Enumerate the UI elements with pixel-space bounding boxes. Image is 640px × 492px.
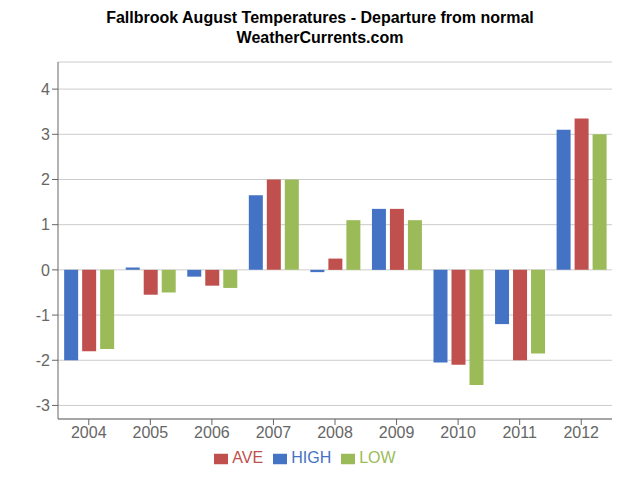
svg-text:-3: -3: [36, 397, 50, 414]
html-text:AVE: AVE: [232, 449, 264, 466]
svg-text:2011: 2011: [502, 424, 537, 441]
svg-text:2: 2: [41, 171, 50, 188]
svg-text:2009: 2009: [379, 424, 415, 441]
html-text:Fallbrook August Temperatures: Fallbrook August Temperatures - Departur…: [106, 9, 534, 26]
svg-text:2007: 2007: [256, 424, 292, 441]
svg-text:-1: -1: [36, 307, 50, 324]
html-text:HIGH: HIGH: [291, 449, 332, 466]
svg-text:2005: 2005: [133, 424, 169, 441]
svg-text:-2: -2: [36, 352, 50, 369]
svg-text:2004: 2004: [71, 424, 107, 441]
svg-text:4: 4: [41, 81, 50, 98]
svg-text:2012: 2012: [563, 424, 599, 441]
svg-text:2008: 2008: [317, 424, 353, 441]
svg-text:0: 0: [41, 262, 50, 279]
html-text:LOW: LOW: [359, 449, 396, 466]
svg-text:1: 1: [41, 216, 50, 233]
svg-text:2010: 2010: [440, 424, 476, 441]
svg-text:2006: 2006: [194, 424, 230, 441]
svg-text:3: 3: [41, 126, 50, 143]
html-text:WeatherCurrents.com: WeatherCurrents.com: [236, 29, 404, 46]
